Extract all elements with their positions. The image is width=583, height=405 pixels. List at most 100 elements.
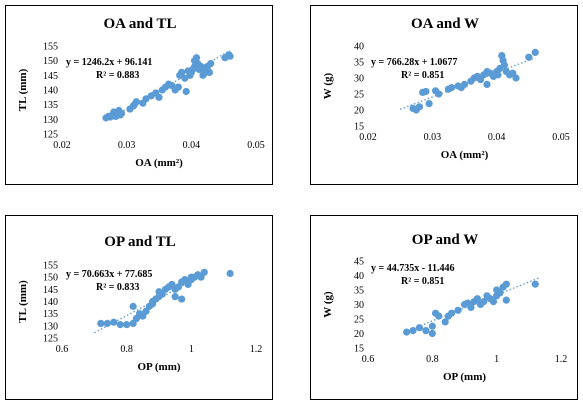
label-background: [65, 57, 154, 68]
data-point: [428, 329, 436, 338]
y-tick-label: 20: [354, 329, 364, 340]
r-squared: R² = 0.883: [96, 70, 139, 81]
x-axis-label: OP (mm): [137, 361, 180, 373]
y-tick-label: 135: [43, 100, 58, 111]
y-tick-label: 145: [43, 71, 58, 82]
data-point: [425, 100, 433, 108]
chart-panel-oa-tl: OA and TL 125 130 135 140 145 150 155 0.02 0.03 0.…: [5, 5, 273, 185]
y-axis-label: W (g): [322, 72, 334, 99]
data-point: [435, 90, 443, 98]
x-axis-label: OA (mm²): [441, 149, 489, 161]
y-tick-label: 45: [354, 257, 364, 268]
y-tick-label: 145: [43, 285, 58, 296]
chart-title: OA and W: [411, 16, 479, 32]
data-point: [409, 327, 417, 335]
data-point: [448, 84, 456, 92]
x-tick-label: 0.03: [424, 132, 442, 143]
x-tick-label: 0.05: [247, 140, 265, 151]
chart-panel-op-tl: OP and TL 125 130 135 140 145 150 155 0.6 0.8 1 1.2…: [5, 215, 273, 400]
data-point: [460, 80, 469, 88]
data-point: [531, 280, 539, 288]
x-tick-label: 0.8: [120, 344, 133, 355]
chart-title: OP and TL: [104, 234, 175, 250]
data-point: [502, 280, 510, 288]
data-point: [207, 60, 215, 68]
data-point: [422, 327, 430, 335]
data-point: [498, 52, 506, 60]
y-tick-label: 15: [354, 344, 364, 355]
y-axis-label: TL (mm): [17, 280, 29, 323]
x-axis-label: OP (mm): [443, 371, 486, 383]
data-point: [473, 295, 481, 303]
chart-oa-w: OA and W 15 20 25 30 35 40 0.02 0.03 0.04 0.05 OA (…: [322, 16, 570, 161]
chart-panel-op-w: OP and W 15 20 25 30 35 40 45 0.6 0.8 1 1.2 OP (mm) W…: [310, 215, 578, 400]
data-point: [226, 269, 234, 278]
y-tick-label: 15: [354, 122, 364, 133]
x-tick-label: 1.2: [555, 354, 568, 365]
label-background: [95, 70, 141, 81]
y-tick-label: 35: [354, 286, 364, 297]
data-point: [454, 306, 462, 314]
y-tick-label: 40: [354, 271, 364, 282]
x-tick-label: 0.8: [426, 354, 439, 365]
data-point: [116, 321, 124, 329]
y-tick-label: 30: [354, 300, 364, 311]
trend-equation: y = 1246.2x + 96.141: [66, 57, 152, 68]
label-background: [370, 263, 456, 274]
chart-panel-oa-w: OA and W 15 20 25 30 35 40 0.02 0.03 0.04 0.05 OA (…: [310, 5, 578, 185]
data-point: [182, 87, 190, 96]
data-point: [512, 74, 520, 82]
label-background: [95, 282, 141, 293]
x-tick-label: 1: [189, 344, 194, 355]
x-tick-label: 0.6: [56, 344, 69, 355]
data-point: [415, 103, 424, 111]
data-point: [448, 309, 456, 317]
data-point: [103, 319, 111, 327]
trend-equation: y = 70.663x + 77.685: [66, 269, 152, 280]
data-point: [531, 48, 539, 57]
y-tick-label: 30: [354, 74, 364, 85]
r-squared: R² = 0.851: [401, 276, 444, 287]
label-background: [370, 57, 459, 68]
data-point: [129, 302, 137, 310]
data-point: [500, 61, 508, 69]
data-point: [441, 318, 449, 326]
x-tick-label: 0.02: [53, 140, 71, 151]
x-tick-label: 0.03: [118, 140, 136, 151]
data-point: [184, 280, 192, 289]
data-point: [226, 52, 234, 60]
y-tick-label: 140: [43, 86, 58, 97]
y-tick-label: 130: [43, 115, 58, 126]
y-tick-label: 20: [354, 106, 364, 117]
data-point: [178, 295, 186, 303]
trend-equation: y = 766.28x + 1.0677: [371, 57, 457, 68]
data-point: [403, 328, 411, 336]
y-tick-label: 150: [43, 56, 58, 67]
data-point: [489, 298, 498, 306]
y-tick-label: 140: [43, 297, 58, 308]
r-squared: R² = 0.833: [96, 282, 139, 293]
y-tick-label: 130: [43, 321, 58, 332]
y-tick-label: 155: [43, 42, 58, 53]
data-point: [155, 93, 163, 101]
x-tick-label: 0.05: [552, 132, 570, 143]
y-tick-label: 125: [43, 334, 58, 345]
y-axis-label: W (g): [322, 291, 334, 318]
x-tick-label: 0.04: [183, 140, 201, 151]
data-point: [178, 68, 186, 76]
y-tick-label: 155: [43, 261, 58, 272]
label-background: [65, 269, 154, 280]
label-background: [400, 276, 446, 287]
y-tick-label: 40: [354, 42, 364, 53]
data-point: [117, 109, 126, 118]
x-tick-label: 1.2: [250, 344, 263, 355]
chart-title: OP and W: [412, 232, 478, 248]
y-tick-label: 125: [43, 130, 58, 141]
data-point: [483, 80, 491, 88]
data-point: [496, 289, 504, 297]
y-tick-label: 25: [354, 315, 364, 326]
data-point: [494, 71, 502, 79]
data-point: [502, 296, 510, 304]
data-point: [205, 68, 214, 76]
